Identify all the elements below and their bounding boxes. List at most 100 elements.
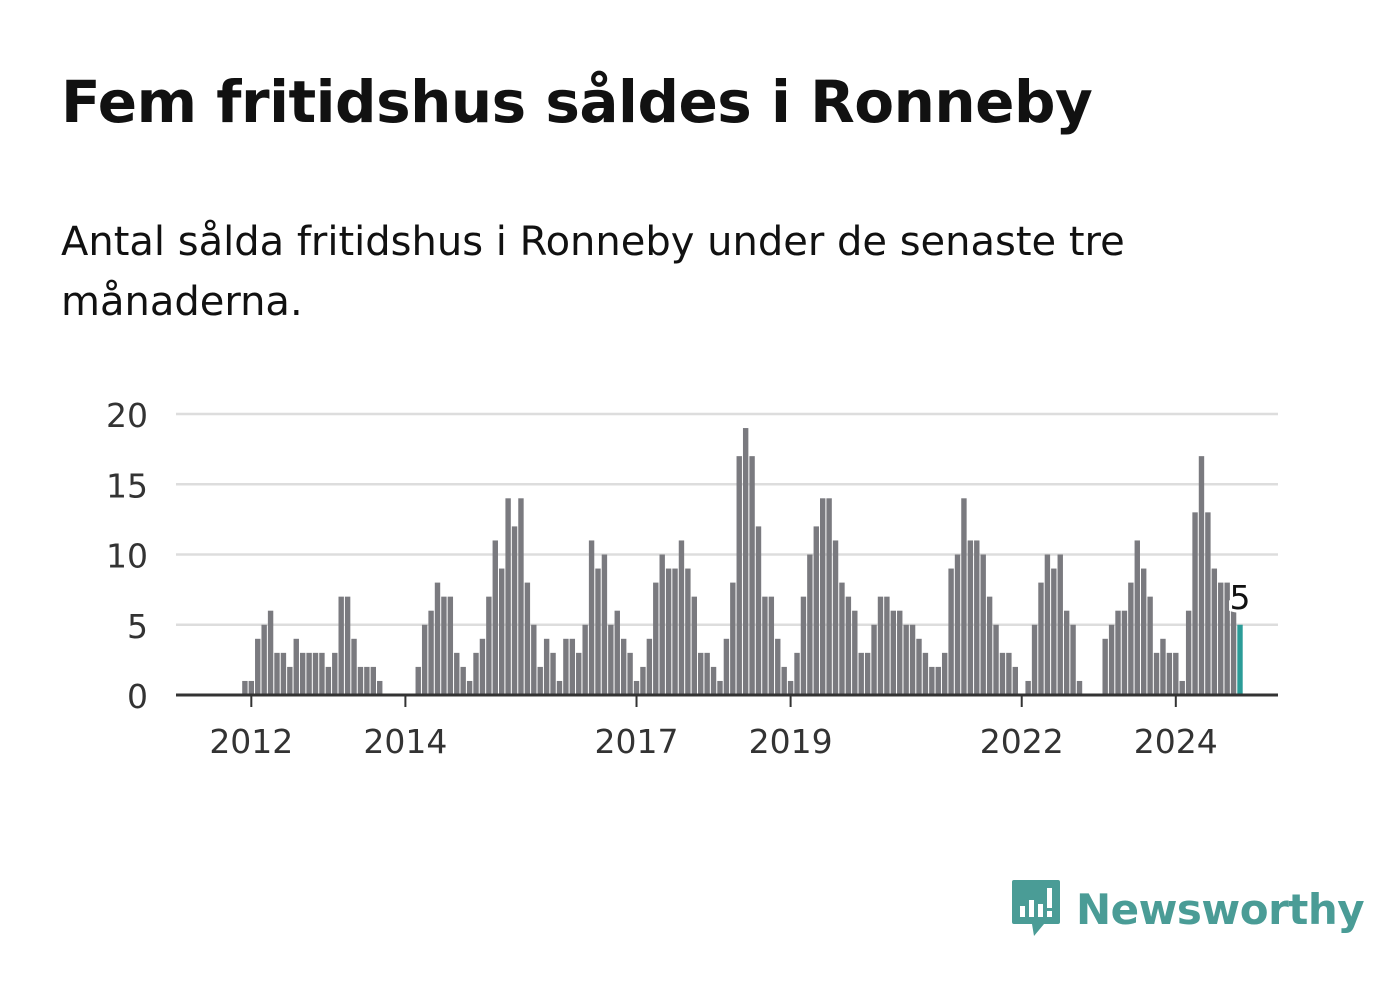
bar: [646, 638, 653, 695]
bar: [742, 428, 749, 695]
bar: [421, 624, 428, 695]
bar: [576, 652, 582, 695]
bar: [1179, 680, 1185, 695]
bar: [884, 596, 890, 695]
bar: [922, 652, 929, 695]
bar: [255, 638, 261, 695]
bar: [730, 582, 736, 695]
bar: [1057, 554, 1063, 695]
bar: [1224, 582, 1230, 695]
bar: [1012, 666, 1018, 695]
bar: [890, 610, 897, 695]
bar: [351, 638, 357, 695]
bar: [511, 526, 518, 695]
bar: [627, 652, 633, 695]
bar: [935, 666, 941, 695]
bar: [1128, 582, 1134, 695]
bar-chart: 0 5 10 15 20 2012 2014 2017 2019 2022 2024 5: [106, 396, 1278, 761]
bar: [370, 666, 376, 695]
newsworthy-logo: Newsworthy: [1010, 878, 1365, 940]
x-axis-ticks: 2012 2014 2017 2019 2022 2024: [209, 695, 1218, 761]
bar: [479, 638, 486, 695]
x-tick-label: 2024: [1134, 722, 1218, 761]
y-tick-label: 15: [106, 466, 148, 505]
bar: [1211, 568, 1218, 695]
bar: [415, 666, 421, 695]
bar: [531, 624, 537, 695]
bar: [1198, 456, 1205, 695]
last-value-label: 5: [1230, 578, 1251, 617]
gridlines: [176, 412, 1278, 626]
bar: [961, 498, 967, 695]
bar: [1147, 596, 1153, 695]
bar: [787, 680, 794, 695]
bar: [332, 652, 338, 695]
bar: [434, 582, 441, 695]
y-tick-label: 10: [106, 537, 148, 576]
bar: [980, 554, 986, 695]
bar: [1031, 624, 1038, 695]
bar: [929, 666, 935, 695]
bar: [775, 638, 781, 695]
bar: [954, 554, 961, 695]
bar: [871, 624, 877, 695]
bar: [1134, 540, 1140, 695]
bar: [826, 498, 832, 695]
bar: [967, 540, 974, 695]
bar: [550, 652, 556, 695]
bar: [1205, 512, 1211, 695]
bar: [505, 498, 511, 695]
bar: [1102, 638, 1108, 695]
bar: [993, 624, 999, 695]
bar: [428, 610, 434, 695]
bar: [543, 638, 550, 695]
bar: [466, 680, 473, 695]
bar: [717, 680, 723, 695]
bar: [460, 666, 466, 695]
bar: [1192, 512, 1198, 695]
bar: [248, 680, 255, 695]
x-tick-label: 2019: [749, 722, 833, 761]
y-tick-label: 0: [127, 677, 148, 716]
bar: [948, 568, 954, 695]
bar: [909, 624, 916, 695]
bar: [344, 596, 351, 695]
bar: [832, 540, 839, 695]
bar: [800, 596, 807, 695]
bar: [274, 652, 280, 695]
x-tick-label: 2014: [363, 722, 447, 761]
bar: [518, 498, 524, 695]
bar: [441, 596, 447, 695]
bar: [582, 624, 588, 695]
y-tick-label: 5: [127, 607, 148, 646]
bar: [1063, 610, 1070, 695]
bar: [1141, 568, 1147, 695]
x-tick-label: 2022: [980, 722, 1064, 761]
bar: [640, 666, 646, 695]
bar: [1006, 652, 1012, 695]
bar: [685, 568, 691, 695]
bar: [903, 624, 909, 695]
bar: [723, 638, 730, 695]
bar: [357, 666, 364, 695]
bar: [620, 638, 627, 695]
bar: [749, 456, 755, 695]
bar: [762, 596, 768, 695]
bar: [299, 652, 306, 695]
bar: [1038, 582, 1044, 695]
x-tick-label: 2012: [209, 722, 293, 761]
bar: [999, 652, 1006, 695]
bar: [691, 596, 697, 695]
bar: [794, 652, 800, 695]
bar: [1166, 652, 1173, 695]
bar: [672, 568, 678, 695]
chart-subtitle: Antal sålda fritidshus i Ronneby under d…: [61, 219, 1125, 325]
data-labels: 5: [1227, 575, 1254, 620]
bar: [280, 652, 287, 695]
bar: [1153, 652, 1160, 695]
bar: [1076, 680, 1083, 695]
chart-title: Fem fritidshus såldes i Ronneby: [61, 68, 1093, 136]
bar: [974, 540, 980, 695]
bar: [1185, 610, 1192, 695]
newsworthy-bar-chart-icon: [1012, 880, 1060, 936]
